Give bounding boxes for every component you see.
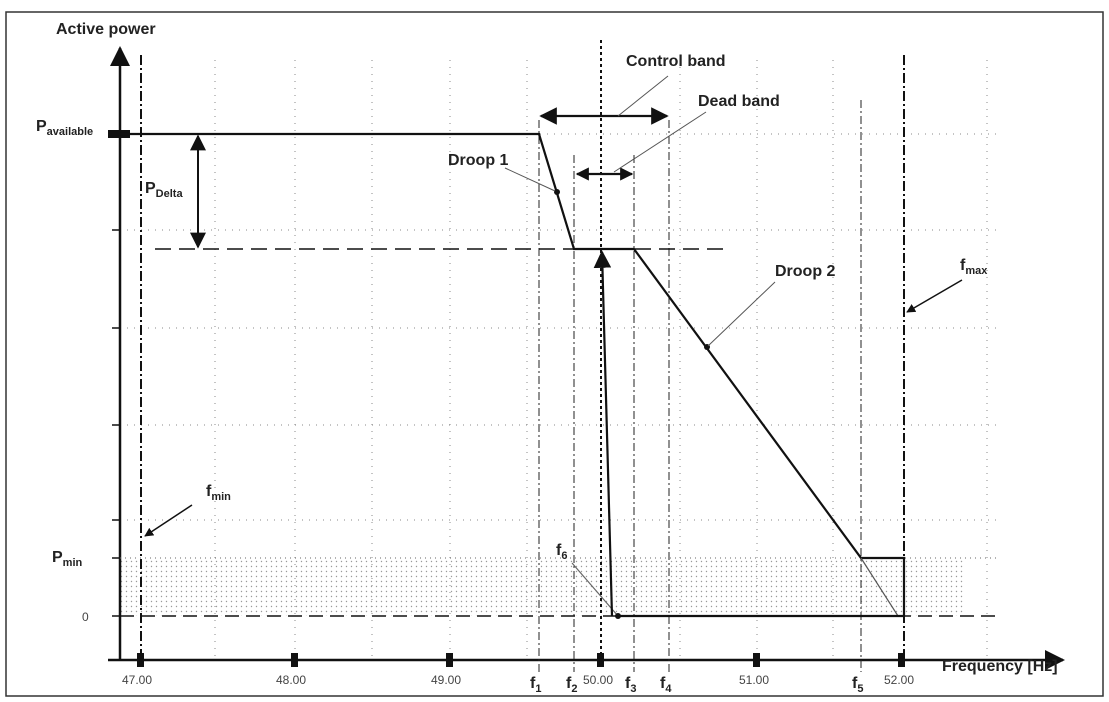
- f6-point: [615, 613, 621, 619]
- recovery-arrow: [593, 250, 614, 617]
- x-tick-label: 47.00: [122, 673, 152, 687]
- f6-label: f6: [556, 542, 567, 562]
- y-ticks: [112, 229, 120, 617]
- p-delta-label: PDelta: [145, 180, 183, 200]
- droop2-leader: [707, 281, 776, 347]
- p-available-label: Pavailable: [36, 118, 93, 138]
- x-tick-label: 49.00: [431, 673, 461, 687]
- fmin-label: fmin: [206, 483, 231, 503]
- power-characteristic: [120, 132, 906, 616]
- f5-label: f5: [852, 675, 863, 695]
- droop2-label: Droop 2: [775, 263, 836, 280]
- fmax-pointer: [906, 279, 963, 313]
- p-min-label: Pmin: [52, 549, 83, 569]
- frame: [5, 11, 1104, 697]
- f1-label: f1: [530, 675, 541, 695]
- f3-label: f3: [625, 675, 636, 695]
- droop1-leader: [504, 167, 556, 192]
- y-axis-label: Active power: [56, 21, 156, 38]
- x-tick-label: 50.00: [583, 673, 613, 687]
- zero-label: 0: [82, 610, 89, 624]
- control-band-label: Control band: [626, 53, 726, 70]
- fall-to-zero-line: [860, 557, 899, 617]
- f4-label: f4: [660, 675, 672, 695]
- control-band-leader: [617, 75, 669, 117]
- p-available-tick: [108, 130, 130, 138]
- x-tick-label: 51.00: [739, 673, 769, 687]
- fmin-pointer: [144, 504, 193, 537]
- dead-band-leader: [613, 111, 707, 173]
- x-axis-label: Frequency [Hz]: [942, 658, 1058, 675]
- droop1-point: [554, 189, 560, 195]
- x-tick-label: 48.00: [276, 673, 306, 687]
- droop1-label: Droop 1: [448, 152, 509, 169]
- x-tick-label: 52.00: [884, 673, 914, 687]
- dead-band-label: Dead band: [698, 93, 780, 110]
- fmax-label: fmax: [960, 257, 988, 277]
- pmin-shaded-area: [120, 558, 965, 616]
- f2-label: f2: [566, 675, 577, 695]
- f6-slope-line: [571, 562, 619, 617]
